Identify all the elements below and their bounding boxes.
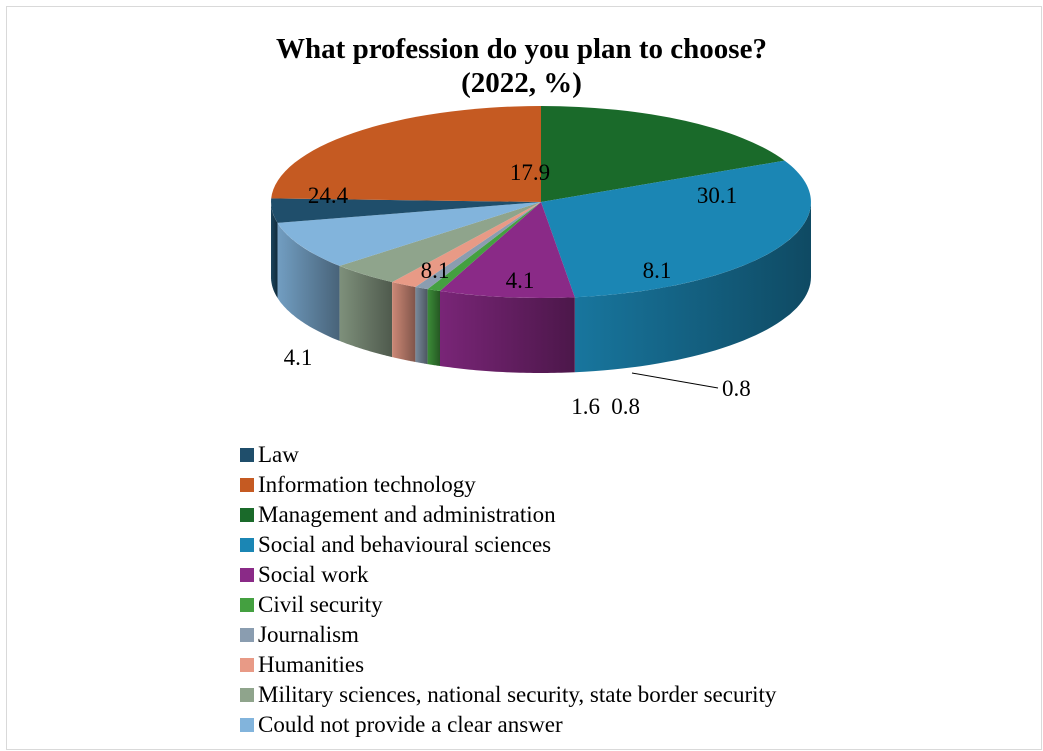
slice-side-military-sciences-national-security-state-border-security xyxy=(339,265,393,358)
chart-title: What profession do you plan to choose? (… xyxy=(0,32,1043,100)
legend-item-social-work: Social work xyxy=(240,560,776,590)
legend-item-management-and-administration: Management and administration xyxy=(240,500,776,530)
chart-title-line-2: (2022, %) xyxy=(461,67,582,99)
legend-label: Law xyxy=(258,442,299,467)
legend-label: Civil security xyxy=(258,592,383,617)
slice-social-and-behavioural-sciences xyxy=(541,160,811,298)
slice-military-sciences-national-security-state-border-security xyxy=(339,202,541,283)
legend-label: Journalism xyxy=(258,622,359,647)
legend-label: Information technology xyxy=(258,472,476,497)
data-label-humanities: 1.6 xyxy=(571,394,600,419)
legend-swatch xyxy=(240,508,254,522)
legend-item-could-not-provide-a-clear-answer: Could not provide a clear answer xyxy=(240,710,776,740)
slice-could-not-provide-a-clear-answer xyxy=(277,202,541,266)
legend-swatch xyxy=(240,478,254,492)
legend-label: Humanities xyxy=(258,652,365,677)
data-label-social-work: 8.1 xyxy=(643,258,672,283)
legend-label: Management and administration xyxy=(258,502,556,527)
legend-swatch xyxy=(240,598,254,612)
pie-top-faces xyxy=(271,106,811,298)
legend-swatch xyxy=(240,538,254,552)
slice-side-social-and-behavioural-sciences xyxy=(574,202,811,373)
legend-label: Social work xyxy=(258,562,369,587)
legend-label: Could not provide a clear answer xyxy=(258,712,563,737)
legend-item-information-technology: Information technology xyxy=(240,470,776,500)
legend-item-military-sciences-national-security-state-border-security: Military sciences, national security, st… xyxy=(240,680,776,710)
slice-side-law xyxy=(271,202,278,298)
legend-swatch xyxy=(240,688,254,702)
legend-swatch xyxy=(240,568,254,582)
legend-item-social-and-behavioural-sciences: Social and behavioural sciences xyxy=(240,530,776,560)
slice-side-humanities xyxy=(392,282,416,362)
slice-information-technology xyxy=(271,106,541,202)
data-label-information-technology: 24.4 xyxy=(308,183,349,208)
leader-line-civil-security xyxy=(631,372,719,389)
data-label-social-and-behavioural-sciences: 30.1 xyxy=(697,183,737,208)
slice-side-could-not-provide-a-clear-answer xyxy=(277,222,340,341)
slice-humanities xyxy=(392,202,541,287)
slice-side-civil-security xyxy=(427,289,440,366)
legend-label: Social and behavioural sciences xyxy=(258,532,552,557)
slice-side-journalism xyxy=(415,287,428,365)
legend-swatch xyxy=(240,628,254,642)
legend-item-journalism: Journalism xyxy=(240,620,776,650)
data-label-military-sciences-national-security-state-border-security: 4.1 xyxy=(506,268,535,293)
legend-swatch xyxy=(240,658,254,672)
data-labels: 4.1 24.4 17.9 30.1 8.1 0.8 0.8 1.6 4.1 8.1 xyxy=(284,160,751,419)
slice-law xyxy=(271,198,541,223)
legend: Law Information technology Management and … xyxy=(240,440,776,740)
slice-management-and-administration xyxy=(541,106,785,202)
slice-side-social-work xyxy=(440,291,575,373)
data-label-law: 4.1 xyxy=(284,345,313,370)
data-label-civil-security: 0.8 xyxy=(722,376,751,401)
legend-label: Military sciences, national security, st… xyxy=(258,682,777,707)
data-label-could-not-provide-a-clear-answer: 8.1 xyxy=(421,258,450,283)
legend-item-civil-security: Civil security xyxy=(240,590,776,620)
data-label-journalism: 0.8 xyxy=(611,394,640,419)
slice-civil-security xyxy=(427,202,541,291)
legend-item-humanities: Humanities xyxy=(240,650,776,680)
legend-swatch xyxy=(240,448,254,462)
data-label-management-and-administration: 17.9 xyxy=(510,160,550,185)
slice-social-work xyxy=(440,202,575,298)
legend-swatch xyxy=(240,718,254,732)
pie-chart: 4.1 24.4 17.9 30.1 8.1 0.8 0.8 1.6 4.1 8.1 xyxy=(271,106,811,419)
slice-journalism xyxy=(415,202,541,290)
chart-title-line-1: What profession do you plan to choose? xyxy=(276,33,767,65)
legend-item-law: Law xyxy=(240,440,776,470)
pie-side-walls xyxy=(271,202,811,373)
